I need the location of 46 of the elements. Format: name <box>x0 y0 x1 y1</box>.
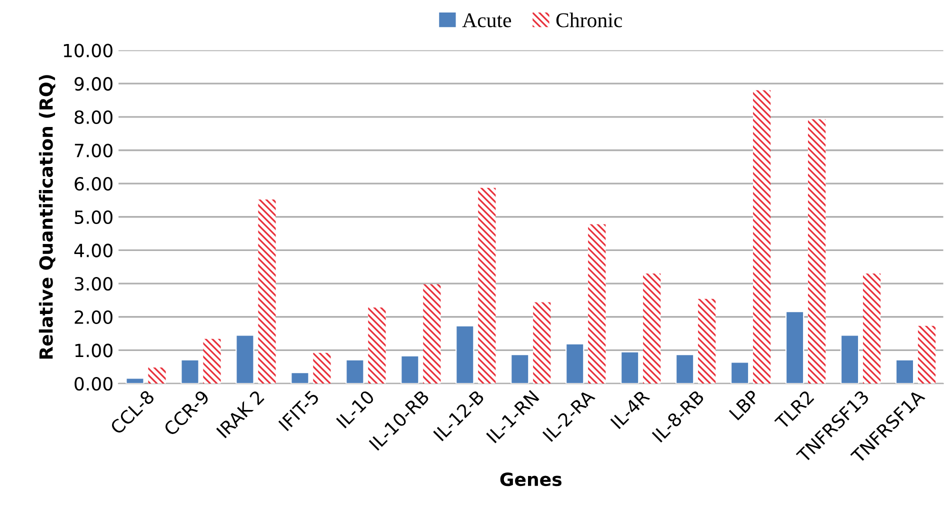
x-axis-title: Genes <box>500 472 562 486</box>
bar <box>895 359 914 384</box>
bar <box>698 298 716 384</box>
bar <box>236 334 254 384</box>
y-tick-label: 9.00 <box>74 77 112 91</box>
bar <box>126 378 144 384</box>
y-tick-label: 8.00 <box>74 110 112 124</box>
bar <box>643 274 661 384</box>
bar <box>808 119 826 384</box>
bar <box>400 355 420 384</box>
y-tick-label: 1.00 <box>75 344 112 358</box>
bar <box>566 343 584 384</box>
bar <box>620 351 640 384</box>
bar <box>203 338 221 384</box>
bar <box>533 302 551 384</box>
bar <box>753 90 771 384</box>
bar <box>730 362 750 384</box>
bar <box>148 368 166 384</box>
y-tick-label: 3.00 <box>74 277 112 291</box>
bar <box>785 310 804 384</box>
bar <box>313 352 331 384</box>
x-tick-label: LBP <box>728 389 760 420</box>
bar <box>368 308 386 384</box>
bar <box>180 359 200 384</box>
y-tick-label: 2.00 <box>74 310 112 324</box>
y-tick-label: 4.00 <box>74 244 112 258</box>
y-tick-label: 5.00 <box>74 210 112 224</box>
bar <box>510 354 530 384</box>
bar <box>840 334 860 384</box>
y-tick-label: 10.00 <box>64 44 112 58</box>
bar <box>258 200 276 384</box>
bar <box>346 359 364 384</box>
bar <box>478 188 496 384</box>
legend-label: Acute <box>462 13 512 28</box>
bar <box>423 284 441 384</box>
bar <box>675 354 694 384</box>
y-axis-title: Relative Quantification (RQ) <box>38 75 56 359</box>
bar <box>918 326 936 384</box>
bar <box>588 224 606 384</box>
bar <box>456 325 474 384</box>
y-tick-label: 6.00 <box>74 177 112 191</box>
y-tick-label: 7.00 <box>74 144 112 158</box>
y-tick-label: 0.00 <box>74 376 112 391</box>
legend-label: Chronic <box>556 12 622 28</box>
bar <box>862 274 881 384</box>
bar <box>290 372 310 384</box>
